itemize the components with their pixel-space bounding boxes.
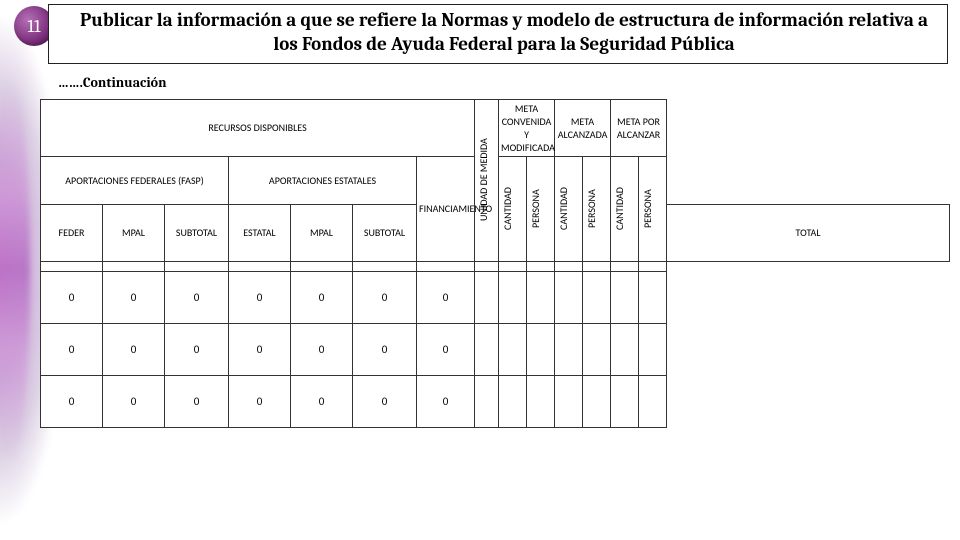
cell: 0 [229, 271, 291, 323]
cell [475, 323, 499, 375]
cell [499, 323, 527, 375]
cell [527, 375, 555, 427]
col-subtotal-1: SUBTOTAL [165, 204, 229, 261]
col-meta-por-alcanzar: META POR ALCANZAR [611, 99, 667, 156]
cell [527, 271, 555, 323]
cell: 0 [291, 271, 353, 323]
col-meta-convenida: META CONVENIDA Y MODIFICADA [499, 99, 555, 156]
col-financiamiento: FINANCIAMIENTO [417, 156, 475, 261]
cell [499, 271, 527, 323]
col-feder: FEDER [41, 204, 103, 261]
cell: 0 [229, 375, 291, 427]
cell [583, 323, 611, 375]
cell: 0 [165, 323, 229, 375]
cell [639, 375, 667, 427]
col-cantidad-3: CANTIDAD [611, 156, 639, 261]
cell [583, 375, 611, 427]
cell [527, 323, 555, 375]
cell: 0 [103, 323, 165, 375]
cell [475, 375, 499, 427]
col-meta-alcanzada: META ALCANZADA [555, 99, 611, 156]
cell: 0 [41, 271, 103, 323]
cell [583, 271, 611, 323]
continuation-label: …….Continuación [0, 64, 960, 99]
col-persona-1: PERSONA [527, 156, 555, 261]
col-persona-3: PERSONA [639, 156, 667, 261]
data-table: RECURSOS DISPONIBLES UNIDAD DE MEDIDA ME… [40, 99, 950, 428]
col-mpal-1: MPAL [103, 204, 165, 261]
cell: 0 [165, 375, 229, 427]
cell [639, 271, 667, 323]
table-body: 0 0 0 0 0 0 0 0 0 0 0 0 0 0 [41, 261, 950, 427]
cell: 0 [103, 375, 165, 427]
col-unidad: UNIDAD DE MEDIDA [475, 99, 499, 261]
col-aport-fed: APORTACIONES FEDERALES (FASP) [41, 156, 229, 204]
cell: 0 [41, 375, 103, 427]
cell: 0 [165, 271, 229, 323]
col-recursos: RECURSOS DISPONIBLES [41, 99, 475, 156]
cell [555, 271, 583, 323]
cell: 0 [229, 323, 291, 375]
page-title: Publicar la información a que se refiere… [48, 4, 948, 64]
cell: 0 [417, 323, 475, 375]
cell: 0 [291, 375, 353, 427]
cell [555, 375, 583, 427]
table-row: 0 0 0 0 0 0 0 [41, 375, 950, 427]
col-mpal-2: MPAL [291, 204, 353, 261]
cell: 0 [291, 323, 353, 375]
col-aport-est: APORTACIONES ESTATALES [229, 156, 417, 204]
cell: 0 [103, 271, 165, 323]
cell [639, 323, 667, 375]
col-estatal: ESTATAL [229, 204, 291, 261]
col-cantidad-2: CANTIDAD [555, 156, 583, 261]
table-row [41, 261, 950, 271]
cell: 0 [41, 323, 103, 375]
cell: 0 [417, 271, 475, 323]
col-subtotal-2: SUBTOTAL [353, 204, 417, 261]
cell [499, 375, 527, 427]
col-persona-2: PERSONA [583, 156, 611, 261]
cell [611, 375, 639, 427]
cell [475, 271, 499, 323]
cell [555, 323, 583, 375]
cell: 0 [417, 375, 475, 427]
table-row: 0 0 0 0 0 0 0 [41, 271, 950, 323]
table-row: 0 0 0 0 0 0 0 [41, 323, 950, 375]
cell: 0 [353, 375, 417, 427]
cell: 0 [353, 323, 417, 375]
cell [611, 323, 639, 375]
cell [611, 271, 639, 323]
col-total: TOTAL [667, 204, 950, 261]
col-cantidad-1: CANTIDAD [499, 156, 527, 261]
cell: 0 [353, 271, 417, 323]
